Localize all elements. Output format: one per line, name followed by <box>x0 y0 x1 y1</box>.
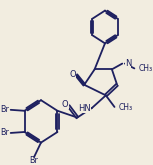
Text: Br: Br <box>0 105 9 114</box>
Text: Br: Br <box>30 156 39 165</box>
Text: CH₃: CH₃ <box>139 64 153 73</box>
Text: N: N <box>125 59 131 68</box>
Text: CH₃: CH₃ <box>119 103 133 112</box>
Text: O: O <box>62 99 69 109</box>
Text: HN: HN <box>78 104 91 113</box>
Text: Br: Br <box>0 128 9 137</box>
Text: O: O <box>70 70 76 79</box>
